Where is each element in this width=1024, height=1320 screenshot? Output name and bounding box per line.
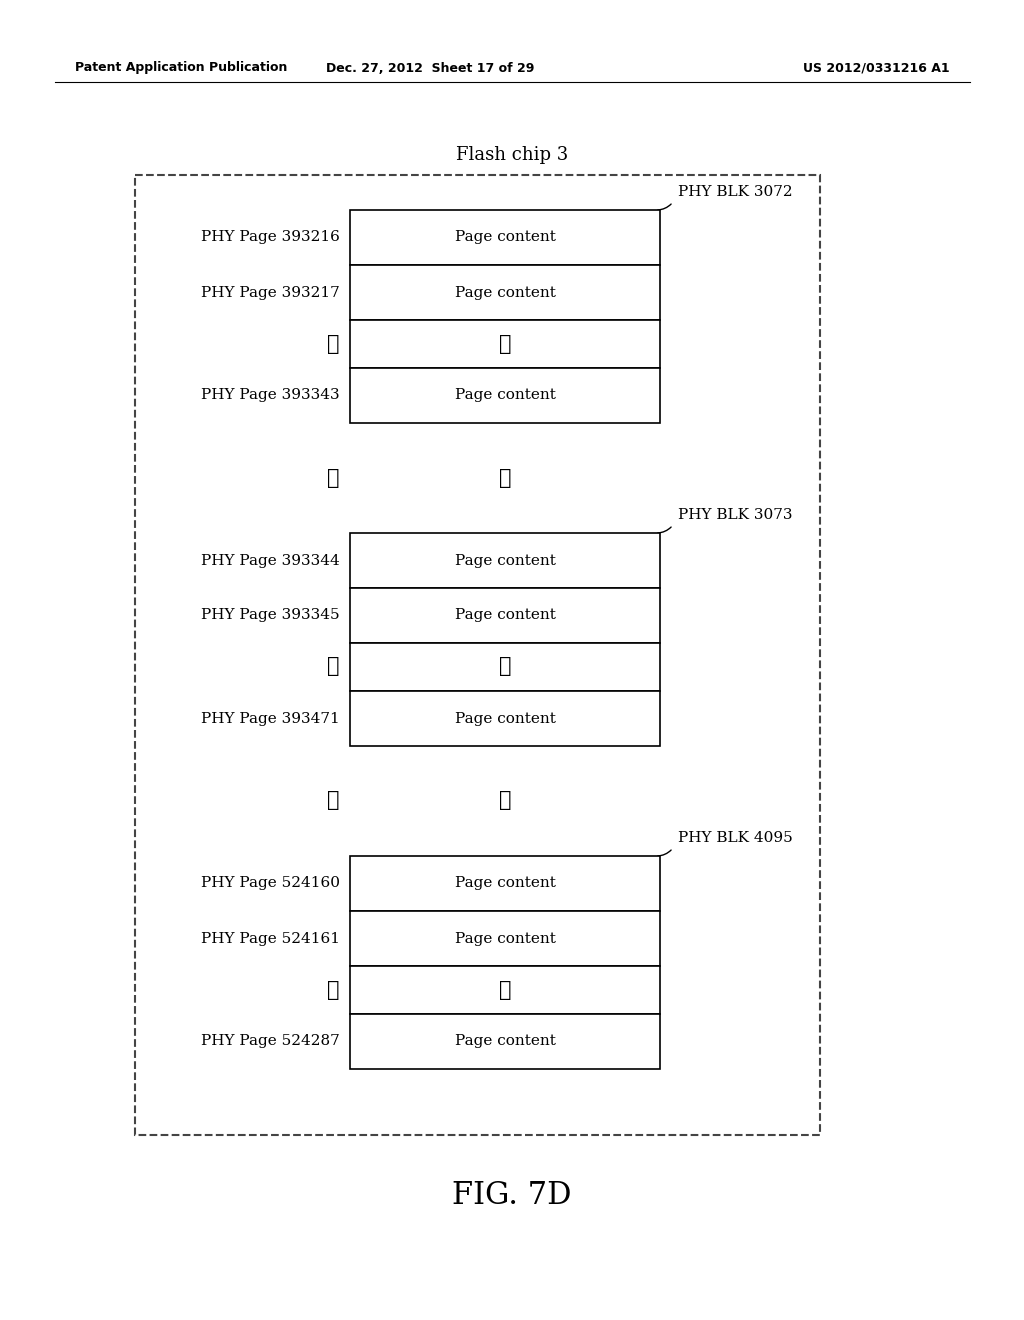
Text: ⋮: ⋮: [499, 657, 511, 676]
Text: ⋮: ⋮: [499, 334, 511, 354]
Text: ⋮: ⋮: [328, 981, 340, 999]
Text: Page content: Page content: [455, 609, 555, 623]
Text: Dec. 27, 2012  Sheet 17 of 29: Dec. 27, 2012 Sheet 17 of 29: [326, 62, 535, 74]
Bar: [350, 368, 660, 422]
Text: PHY Page 393216: PHY Page 393216: [201, 231, 340, 244]
Bar: [350, 690, 660, 746]
Text: PHY BLK 4095: PHY BLK 4095: [678, 832, 793, 845]
Bar: [135, 176, 820, 1135]
Text: PHY Page 524161: PHY Page 524161: [201, 932, 340, 945]
Text: ⋮: ⋮: [499, 469, 511, 487]
Text: PHY Page 393345: PHY Page 393345: [202, 609, 340, 623]
Text: ⋮: ⋮: [328, 657, 340, 676]
Text: Page content: Page content: [455, 876, 555, 891]
Text: Page content: Page content: [455, 553, 555, 568]
Bar: [350, 587, 660, 643]
Bar: [350, 911, 660, 966]
Text: Page content: Page content: [455, 711, 555, 726]
Text: Page content: Page content: [455, 388, 555, 403]
Text: PHY Page 524287: PHY Page 524287: [202, 1035, 340, 1048]
Text: PHY Page 393343: PHY Page 393343: [202, 388, 340, 403]
Text: FIG. 7D: FIG. 7D: [453, 1180, 571, 1210]
Text: ⋮: ⋮: [499, 792, 511, 810]
Text: Patent Application Publication: Patent Application Publication: [75, 62, 288, 74]
Text: ⋮: ⋮: [499, 981, 511, 999]
Text: Page content: Page content: [455, 285, 555, 300]
Text: PHY Page 393471: PHY Page 393471: [202, 711, 340, 726]
Text: PHY BLK 3073: PHY BLK 3073: [678, 508, 793, 521]
Text: PHY Page 524160: PHY Page 524160: [201, 876, 340, 891]
Text: ⋮: ⋮: [328, 792, 340, 810]
Bar: [350, 1014, 660, 1069]
Bar: [350, 855, 660, 911]
Text: Page content: Page content: [455, 231, 555, 244]
Text: ⋮: ⋮: [328, 469, 340, 487]
Text: US 2012/0331216 A1: US 2012/0331216 A1: [804, 62, 950, 74]
Bar: [350, 210, 660, 265]
Bar: [350, 966, 660, 1014]
Text: PHY Page 393344: PHY Page 393344: [202, 553, 340, 568]
Bar: [350, 533, 660, 587]
Text: PHY Page 393217: PHY Page 393217: [202, 285, 340, 300]
Text: PHY BLK 3072: PHY BLK 3072: [678, 185, 793, 199]
Bar: [350, 643, 660, 690]
Text: Flash chip 3: Flash chip 3: [456, 147, 568, 164]
Text: Page content: Page content: [455, 1035, 555, 1048]
Text: Page content: Page content: [455, 932, 555, 945]
Text: ⋮: ⋮: [328, 334, 340, 354]
Bar: [350, 265, 660, 319]
Bar: [350, 319, 660, 368]
